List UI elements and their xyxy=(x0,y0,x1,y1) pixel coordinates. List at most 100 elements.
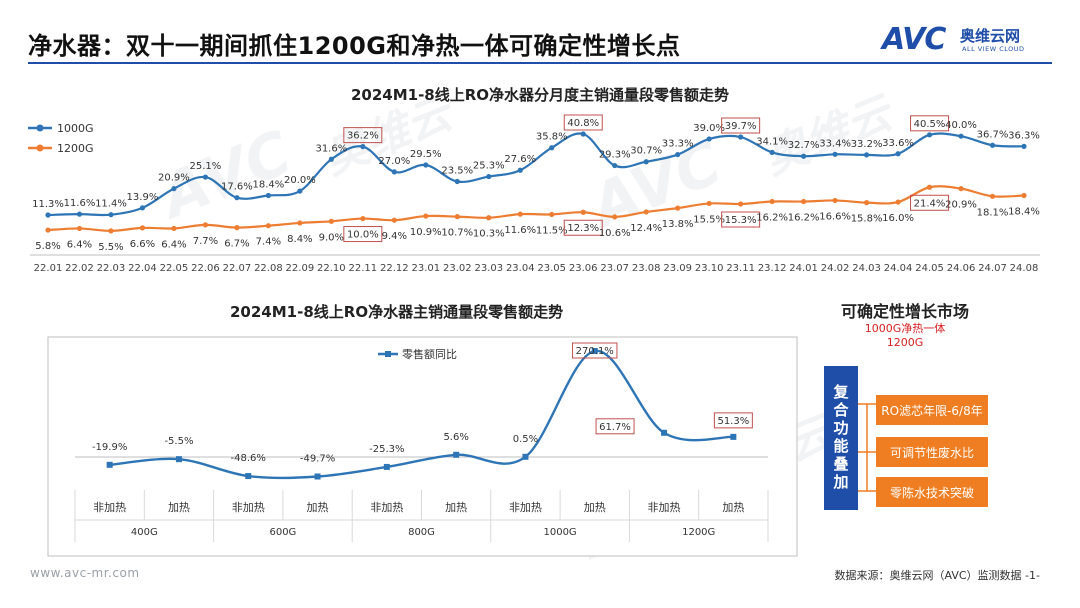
data-label: 36.3% xyxy=(1008,130,1040,141)
data-point xyxy=(832,151,838,157)
highlight-box xyxy=(910,194,950,211)
x-tick-label: 22.04 xyxy=(128,263,157,274)
x-tick-label: 23.10 xyxy=(695,263,724,274)
data-point xyxy=(706,136,712,142)
data-label: 16.6% xyxy=(819,211,851,222)
x-tick-label: 23.03 xyxy=(474,263,503,274)
data-label: 31.6% xyxy=(315,143,347,154)
legend-marker xyxy=(385,351,391,357)
data-point xyxy=(643,209,649,215)
data-label: 270.1% xyxy=(576,346,614,357)
data-label: 25.1% xyxy=(190,161,222,172)
data-label: 40.0% xyxy=(945,120,977,131)
data-label: 10.9% xyxy=(410,227,442,238)
data-point xyxy=(454,214,460,220)
data-point xyxy=(769,198,775,205)
data-label: 11.4% xyxy=(95,199,127,210)
data-point xyxy=(454,178,460,185)
data-label: 39.0% xyxy=(693,123,725,134)
x-tick-label: 24.01 xyxy=(789,263,818,274)
data-label: 7.7% xyxy=(193,236,218,247)
data-label: 33.4% xyxy=(819,138,851,149)
data-point xyxy=(958,133,964,139)
data-point xyxy=(383,463,390,470)
data-label: 5.6% xyxy=(443,432,468,443)
data-point xyxy=(328,218,334,224)
series-line-yoy xyxy=(109,349,734,480)
x-tick-label: 22.12 xyxy=(380,263,409,274)
feature-item: 零陈水技术突破 xyxy=(876,477,988,507)
x-tick-label: 23.07 xyxy=(600,263,629,274)
data-label: -25.3% xyxy=(369,444,404,455)
x-tick-label: 22.01 xyxy=(34,263,63,274)
data-label: 20.9% xyxy=(945,200,977,211)
series-line-1200G xyxy=(47,185,1025,233)
bottom-chart-title: 2024M1-8线上RO净水器主销通量段零售额走势 xyxy=(230,303,564,321)
legend-label: 1200G xyxy=(57,142,94,155)
x-tick-label: 24.02 xyxy=(821,263,850,274)
data-label: 27.0% xyxy=(378,156,410,167)
data-point xyxy=(863,152,870,158)
data-label: 16.2% xyxy=(788,213,820,224)
data-label: 11.6% xyxy=(64,198,96,209)
x-tick-label: 22.09 xyxy=(286,263,315,274)
data-label: 11.6% xyxy=(504,225,536,236)
highlight-box xyxy=(563,114,603,131)
data-label: 10.3% xyxy=(473,229,505,240)
highlight-box xyxy=(721,211,761,228)
data-point xyxy=(989,142,996,148)
category-label: 加热 xyxy=(584,501,606,514)
x-tick-label: 23.04 xyxy=(506,263,535,274)
data-point xyxy=(1021,192,1027,199)
data-label: 40.5% xyxy=(914,119,946,130)
data-point xyxy=(801,153,807,159)
panel-subtitle-2: 1200G xyxy=(886,336,924,349)
x-tick-label: 22.08 xyxy=(254,263,283,274)
data-point xyxy=(591,348,598,354)
data-label: 10.0% xyxy=(347,230,379,241)
x-tick-label: 23.08 xyxy=(632,263,661,274)
data-label: 29.3% xyxy=(599,150,631,161)
data-label: 33.3% xyxy=(662,139,694,150)
data-label: 33.2% xyxy=(851,139,883,150)
data-point xyxy=(675,151,681,158)
data-point xyxy=(108,212,114,218)
data-point xyxy=(106,461,113,468)
x-tick-label: 24.07 xyxy=(978,263,1007,274)
data-label: 18.4% xyxy=(252,179,284,190)
data-point xyxy=(202,174,209,180)
highlight-box xyxy=(595,418,635,435)
footer-source: 数据来源：奥维云网（AVC）监测数据 -1- xyxy=(834,569,1040,582)
data-point xyxy=(265,192,271,199)
data-point xyxy=(76,225,83,232)
data-label: 11.5% xyxy=(536,225,568,236)
data-label: 5.5% xyxy=(98,242,123,253)
data-label: -49.7% xyxy=(300,454,335,465)
data-point xyxy=(76,211,83,217)
title-divider xyxy=(28,62,1052,64)
x-tick-label: 24.06 xyxy=(947,263,976,274)
data-label: 51.3% xyxy=(717,416,749,427)
data-label: 33.6% xyxy=(882,138,914,149)
data-label: 7.4% xyxy=(256,237,281,248)
data-label: 36.2% xyxy=(347,131,379,142)
logo-name-en: ALL VIEW CLOUD xyxy=(962,45,1025,53)
data-point xyxy=(139,225,146,231)
category-label: 非加热 xyxy=(232,501,265,514)
data-point xyxy=(328,156,334,162)
legend-label: 零售额同比 xyxy=(402,347,457,361)
data-point xyxy=(360,144,366,150)
data-point xyxy=(314,473,321,480)
data-point xyxy=(486,173,492,180)
data-label: 13.8% xyxy=(662,219,694,230)
data-label: 25.3% xyxy=(473,161,505,172)
data-point xyxy=(926,132,933,138)
data-point xyxy=(706,200,712,207)
data-point xyxy=(265,223,271,229)
highlight-box xyxy=(713,412,753,429)
panel-subtitle-1: 1000G净热一体 xyxy=(864,322,946,335)
x-tick-label: 24.03 xyxy=(852,263,881,274)
data-label: 27.6% xyxy=(504,154,536,165)
data-point xyxy=(549,145,555,151)
